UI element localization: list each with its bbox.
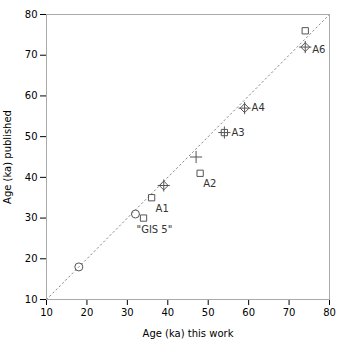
svg-text:20: 20: [81, 307, 94, 318]
svg-text:A3: A3: [231, 127, 244, 138]
svg-text:40: 40: [161, 307, 174, 318]
svg-text:"GIS 5": "GIS 5": [137, 224, 173, 235]
svg-text:10: 10: [25, 294, 38, 305]
svg-text:60: 60: [25, 90, 38, 101]
svg-text:30: 30: [121, 307, 134, 318]
svg-text:A2: A2: [203, 178, 216, 189]
svg-text:A4: A4: [252, 102, 265, 113]
svg-text:A1: A1: [156, 203, 169, 214]
svg-text:Age (ka) this work: Age (ka) this work: [143, 328, 234, 339]
svg-text:30: 30: [25, 212, 38, 223]
svg-text:80: 80: [25, 9, 38, 20]
svg-text:50: 50: [202, 307, 215, 318]
svg-text:A6: A6: [312, 44, 325, 55]
svg-text:40: 40: [25, 172, 38, 183]
svg-text:70: 70: [283, 307, 296, 318]
svg-text:Age (ka) published: Age (ka) published: [2, 110, 13, 204]
svg-text:20: 20: [25, 253, 38, 264]
svg-text:60: 60: [242, 307, 255, 318]
svg-text:50: 50: [25, 131, 38, 142]
svg-text:80: 80: [323, 307, 336, 318]
svg-text:70: 70: [25, 49, 38, 60]
svg-text:10: 10: [40, 307, 53, 318]
